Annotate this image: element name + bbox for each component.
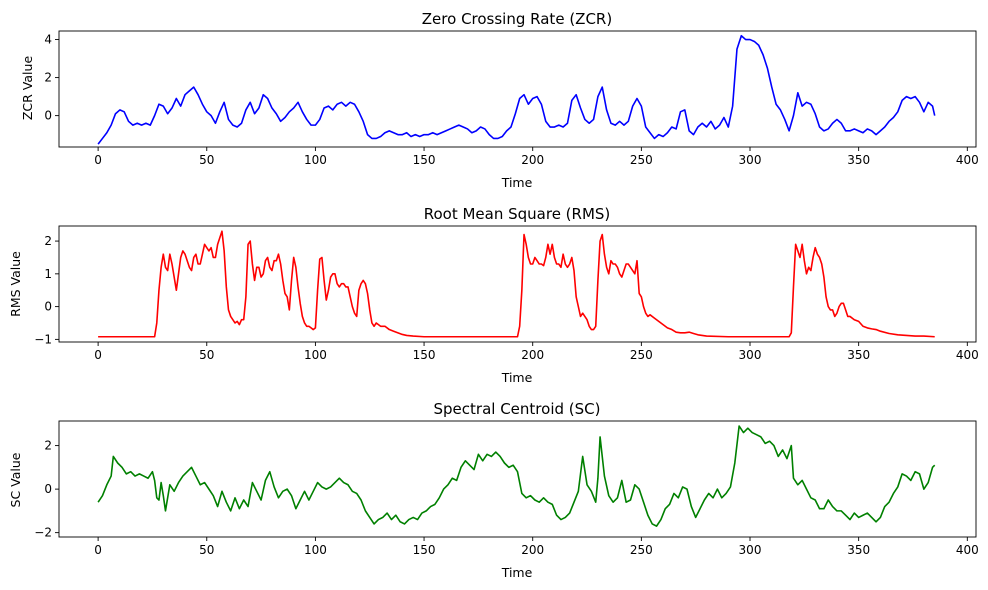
zcr-chart: Zero Crossing Rate (ZCR) 0 50 100 150 200 250… [20,10,979,190]
x-tick-label: 400 [956,543,979,557]
x-tick-label: 250 [630,153,653,167]
y-tick-label: −2 [34,526,52,540]
x-tick-label: 350 [847,153,870,167]
x-axis-label: Time [501,175,533,190]
y-tick-label: 1 [44,267,52,281]
y-tick-label: 4 [44,33,52,47]
chart-title: Zero Crossing Rate (ZCR) [422,10,612,28]
x-tick-label: 350 [847,543,870,557]
chart-title: Root Mean Square (RMS) [424,205,611,223]
x-tick-label: 100 [304,348,327,362]
x-axis-label: Time [501,565,533,580]
rms-chart: Root Mean Square (RMS) 0 50 100 150 200 250 30… [8,205,979,385]
x-tick-label: 250 [630,348,653,362]
x-tick-label: 250 [630,543,653,557]
y-tick-label: 0 [44,482,52,496]
y-tick-label: 0 [44,109,52,123]
y-tick-label: −1 [34,332,52,346]
zcr-plot-area: 0 50 100 150 200 250 300 350 400 0 2 4 [44,30,979,167]
series-line [97,425,936,527]
x-tick-label: 150 [413,348,436,362]
x-tick-label: 50 [199,153,214,167]
sc-plot-area: 0 50 100 150 200 250 300 350 400 −2 0 2 [34,420,979,557]
x-tick-label: 300 [739,348,762,362]
y-tick-label: 2 [44,234,52,248]
x-tick-label: 50 [199,348,214,362]
x-tick-label: 0 [94,153,102,167]
x-tick-label: 200 [521,153,544,167]
x-tick-label: 350 [847,348,870,362]
y-axis-label: RMS Value [8,251,23,317]
x-axis-label: Time [501,370,533,385]
series-line [97,34,936,145]
x-tick-label: 0 [94,348,102,362]
x-tick-label: 100 [304,543,327,557]
x-tick-label: 300 [739,543,762,557]
x-tick-label: 0 [94,543,102,557]
y-tick-label: 2 [44,439,52,453]
x-tick-label: 50 [199,543,214,557]
y-tick-label: 2 [44,71,52,85]
x-tick-label: 400 [956,153,979,167]
x-tick-label: 150 [413,543,436,557]
axes-frame [58,225,977,343]
x-tick-label: 300 [739,153,762,167]
axes-frame [58,420,977,538]
rms-plot-area: 0 50 100 150 200 250 300 350 400 −1 0 1 2 [34,225,979,362]
y-axis-label: SC Value [8,452,23,507]
chart-title: Spectral Centroid (SC) [434,400,601,418]
x-tick-label: 100 [304,153,327,167]
series-line [98,230,935,338]
y-axis-label: ZCR Value [20,56,35,121]
axes-frame [58,30,977,148]
x-tick-label: 400 [956,348,979,362]
x-tick-label: 200 [521,348,544,362]
x-tick-label: 200 [521,543,544,557]
y-tick-label: 0 [44,300,52,314]
sc-chart: Spectral Centroid (SC) 0 50 100 150 200 250 30… [8,400,979,580]
x-tick-label: 150 [413,153,436,167]
